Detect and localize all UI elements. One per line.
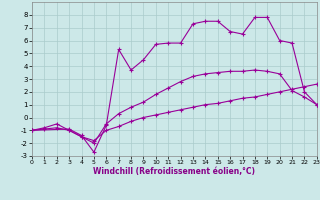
X-axis label: Windchill (Refroidissement éolien,°C): Windchill (Refroidissement éolien,°C) (93, 167, 255, 176)
